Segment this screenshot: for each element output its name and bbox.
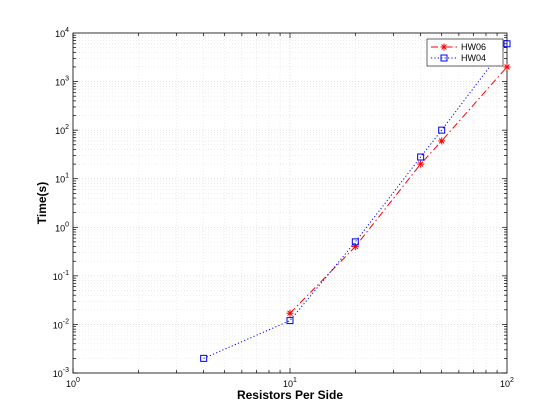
y-tick-label: 104	[55, 27, 69, 39]
y-tick-label: 102	[55, 124, 69, 136]
x-tick-label: 101	[283, 377, 297, 389]
legend-marker-hw04	[440, 54, 448, 62]
data-point-hw04	[200, 354, 208, 362]
data-point-hw04	[417, 153, 425, 161]
grid-layer	[72, 33, 507, 374]
y-tick-label: 10-1	[53, 270, 69, 282]
tick-layer: 100 101 102 10-3 10-2 10-1 100 101 102 103 104	[53, 27, 514, 389]
data-point-hw04	[503, 40, 511, 48]
data-point-hw06	[503, 63, 511, 71]
data-point-hw04	[351, 238, 359, 246]
series-line-hw04	[203, 43, 508, 359]
data-point-hw04	[438, 126, 446, 134]
y-tick-label: 10-2	[53, 318, 69, 330]
x-tick-label: 100	[66, 377, 80, 389]
data-point-hw04	[286, 317, 294, 325]
series-hw06	[286, 63, 511, 317]
y-tick-label: 100	[55, 221, 69, 233]
x-axis-label: Resistors Per Side	[237, 388, 343, 402]
legend-label-hw06: HW06	[461, 42, 486, 52]
legend-box	[426, 38, 504, 67]
y-axis-label: Time(s)	[35, 182, 49, 224]
x-tick-label: 102	[500, 377, 514, 389]
data-point-hw06	[438, 137, 446, 145]
series-hw04	[200, 40, 511, 362]
legend-marker-hw06	[440, 43, 448, 51]
data-point-hw06	[286, 309, 294, 317]
y-tick-label: 101	[55, 173, 69, 185]
series-line-hw06	[289, 66, 508, 314]
data-point-hw06	[351, 243, 359, 251]
y-tick-label: 103	[55, 76, 69, 88]
y-tick-label: 10-3	[53, 367, 69, 379]
data-point-hw06	[417, 160, 425, 168]
legend-label-hw04: HW04	[461, 53, 486, 63]
series-layer	[200, 40, 511, 362]
